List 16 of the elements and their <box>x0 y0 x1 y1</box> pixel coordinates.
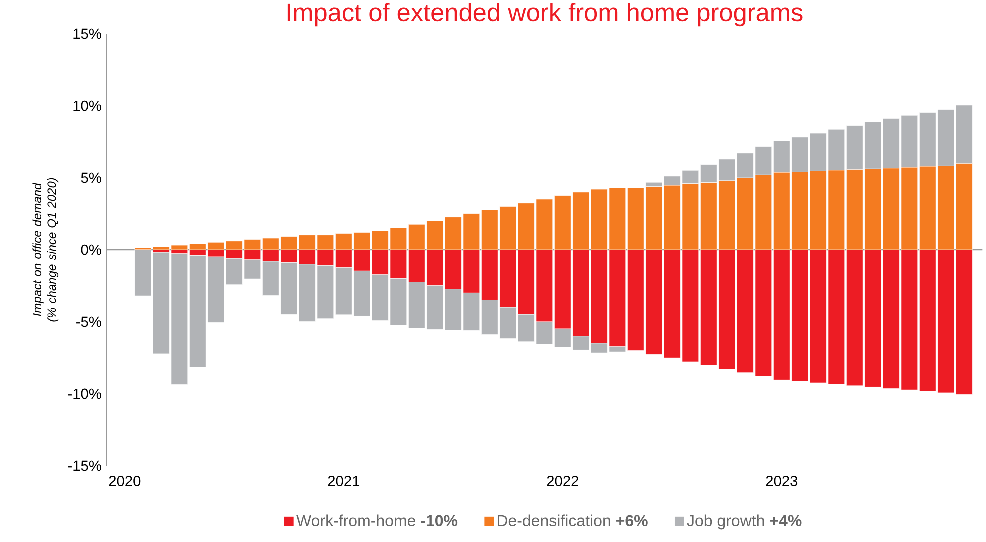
legend-label: Work-from-home -10% <box>296 514 458 527</box>
x-tick-label: 2021 <box>328 476 360 486</box>
y-axis-title: Impact on office demand (% change since Q1 2020) <box>32 178 59 322</box>
legend-label: Job growth +4% <box>687 514 802 530</box>
x-tick-label: 2022 <box>547 476 578 486</box>
y-tick-label: 10% <box>74 100 102 112</box>
y-tick-label: 5% <box>81 172 102 184</box>
x-tick-label: 2020 <box>109 476 141 486</box>
x-tick-label: 2023 <box>766 476 798 486</box>
chart-title: Impact of extended work from home programs <box>288 3 803 27</box>
legend-label: De-densification +6% <box>498 514 648 527</box>
y-tick-label: -10% <box>68 388 102 400</box>
y-tick-label: -15% <box>68 460 102 472</box>
y-tick-label: -5% <box>76 316 102 328</box>
y-tick-label: 15% <box>74 28 102 40</box>
y-tick-label: 0% <box>81 244 102 256</box>
